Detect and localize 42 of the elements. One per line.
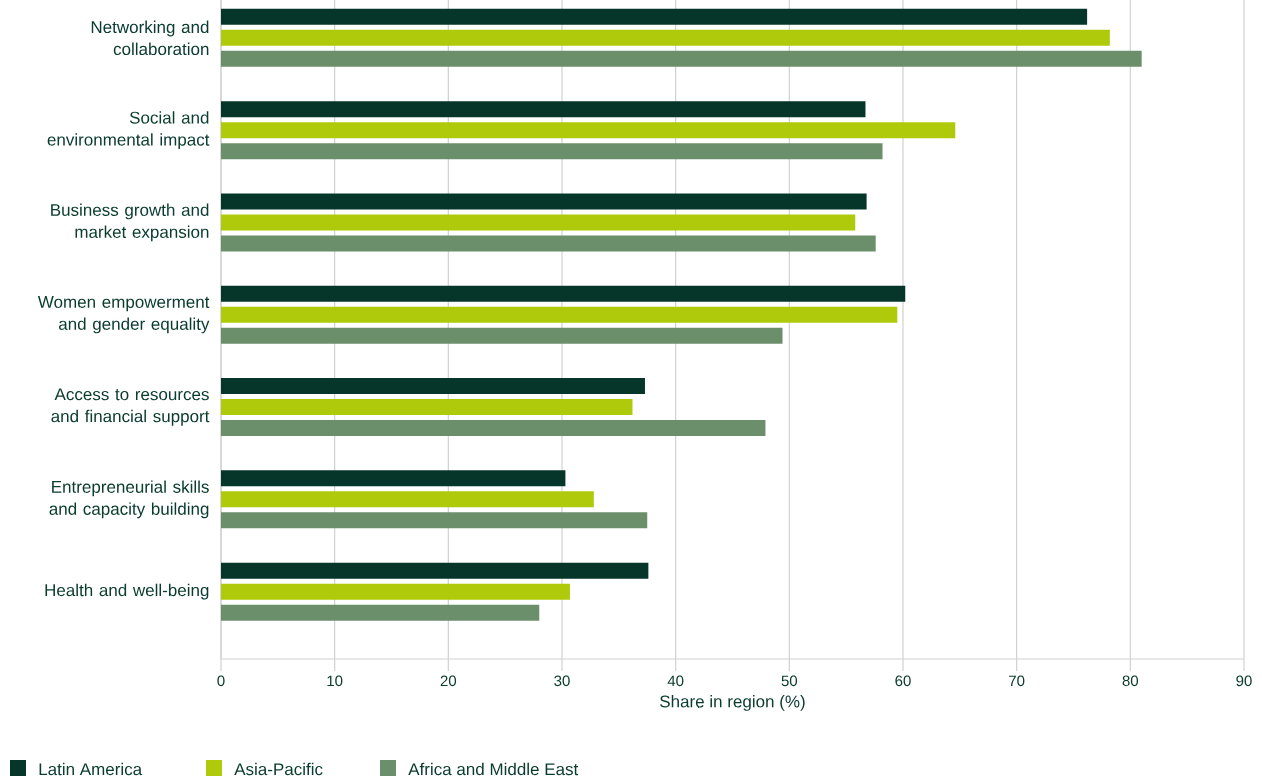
x-tick-label: 90 bbox=[1236, 675, 1252, 687]
bar bbox=[221, 562, 649, 579]
x-tick-label: 10 bbox=[327, 675, 343, 687]
x-axis-title: Share in region (%) bbox=[660, 695, 805, 711]
bar bbox=[221, 285, 906, 302]
y-tick-label: Entrepreneurial skills and capacity building bbox=[49, 480, 209, 519]
x-tick-label: 80 bbox=[1122, 675, 1139, 687]
x-tick-label: 20 bbox=[440, 675, 457, 687]
y-tick-label: Access to resources and financial support bbox=[51, 388, 210, 426]
y-tick-label: Health and well-being bbox=[45, 583, 209, 600]
bar bbox=[221, 399, 633, 416]
x-tick-label: 60 bbox=[895, 675, 911, 687]
bar bbox=[221, 583, 570, 600]
x-tick-label: 0 bbox=[217, 675, 225, 687]
bar bbox=[221, 122, 956, 139]
legend-label: Asia-Pacific bbox=[234, 762, 323, 776]
y-tick-label: Business growth and market expansion bbox=[51, 203, 209, 242]
bar bbox=[221, 235, 876, 252]
x-tick-label: 50 bbox=[781, 675, 798, 687]
bar bbox=[221, 604, 540, 621]
x-tick-label: 40 bbox=[667, 675, 684, 687]
x-tick-label: 30 bbox=[554, 675, 570, 687]
y-tick-label: Women empowerment and gender equality bbox=[37, 296, 210, 334]
bar bbox=[221, 50, 1142, 67]
bar bbox=[221, 214, 856, 231]
legend-label: Latin America bbox=[39, 762, 143, 776]
bar bbox=[221, 378, 645, 395]
y-tick-label: Social and environmental impact bbox=[47, 111, 210, 150]
bar bbox=[221, 29, 1110, 46]
bar bbox=[221, 143, 883, 160]
y-tick-label: Networking and collaboration bbox=[91, 20, 209, 56]
bar bbox=[221, 420, 766, 437]
bar bbox=[221, 193, 867, 210]
bar bbox=[221, 470, 566, 487]
legend-label: Africa and Middle East bbox=[408, 762, 579, 776]
bar bbox=[221, 101, 866, 118]
x-tick-label: 70 bbox=[1009, 675, 1025, 687]
bar bbox=[221, 327, 783, 344]
bar bbox=[221, 491, 594, 508]
bar bbox=[221, 306, 898, 323]
bar bbox=[221, 512, 648, 529]
bar bbox=[221, 8, 1088, 25]
